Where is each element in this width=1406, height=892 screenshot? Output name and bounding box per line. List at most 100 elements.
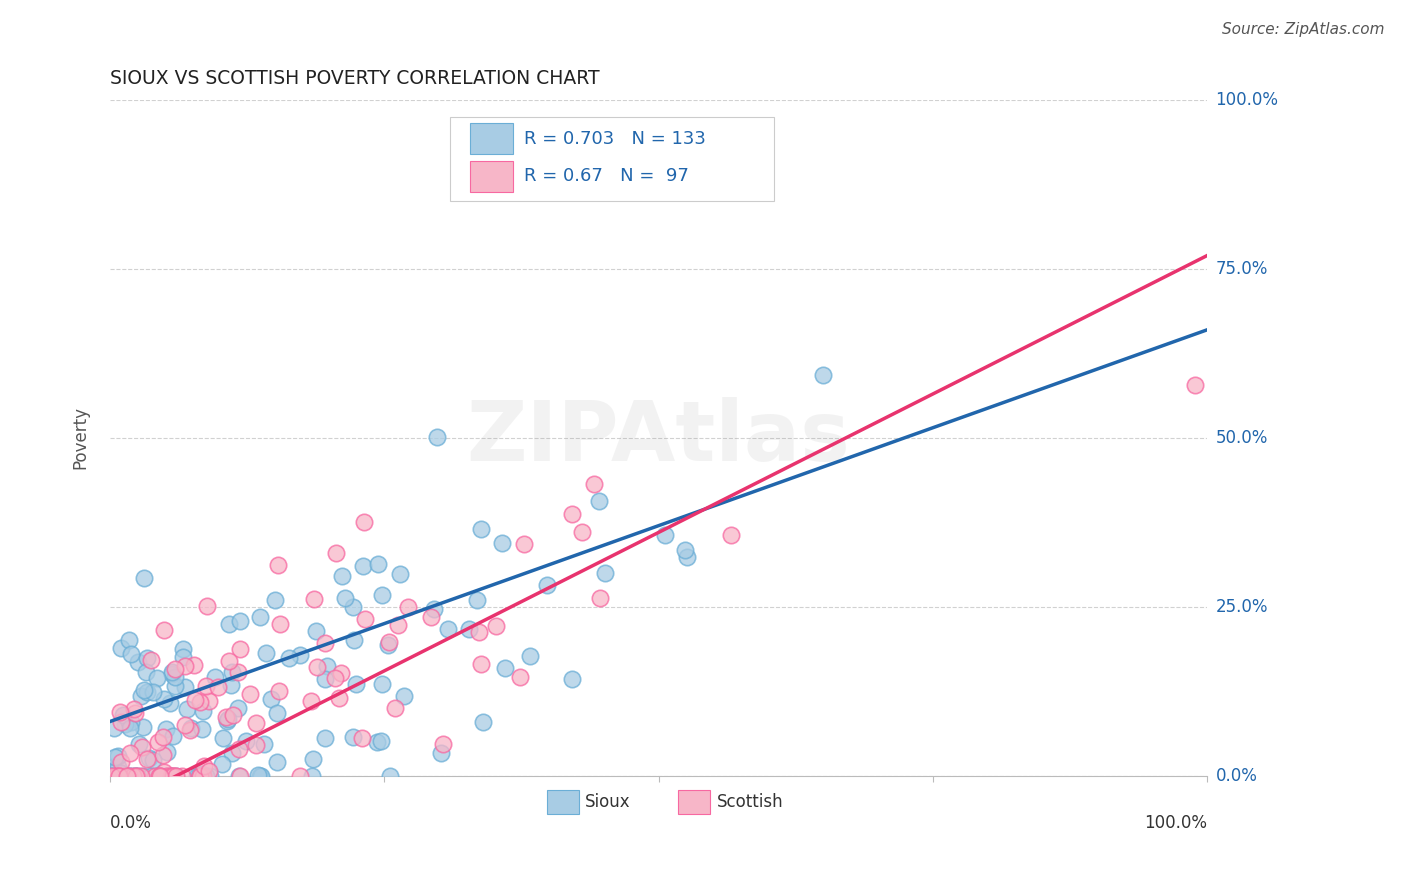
Point (128, 738, 150, 752)
Point (299, 694, 322, 708)
Point (112, 768, 135, 782)
Point (675, 550, 697, 565)
Point (156, 745, 179, 759)
Point (156, 768, 179, 782)
Point (173, 659, 195, 673)
Point (163, 670, 186, 684)
Point (170, 768, 193, 782)
Point (371, 588, 394, 602)
Point (269, 684, 291, 698)
Point (120, 647, 142, 661)
Point (335, 591, 357, 606)
Point (193, 758, 215, 772)
Point (132, 720, 155, 734)
Point (396, 600, 419, 615)
Point (249, 768, 271, 782)
Point (179, 723, 201, 738)
Point (561, 673, 583, 687)
Point (160, 666, 183, 681)
Point (342, 632, 364, 647)
Point (239, 687, 262, 701)
Point (215, 709, 238, 723)
Point (165, 662, 187, 676)
Point (367, 557, 389, 571)
Point (148, 768, 170, 782)
Point (107, 768, 129, 782)
Point (588, 493, 610, 508)
Point (471, 715, 494, 730)
Point (221, 746, 243, 760)
Point (115, 768, 138, 782)
Point (1184, 377, 1206, 392)
Point (159, 768, 181, 782)
Point (114, 717, 136, 731)
Point (110, 714, 132, 729)
Point (152, 731, 174, 745)
Point (108, 768, 131, 782)
Point (323, 672, 346, 686)
Point (371, 677, 394, 691)
Point (122, 768, 145, 782)
Point (118, 768, 141, 782)
Point (120, 721, 142, 735)
Point (228, 742, 250, 756)
Point (190, 767, 212, 781)
Point (141, 768, 163, 782)
Point (204, 670, 226, 684)
Point (589, 591, 612, 606)
Point (595, 566, 617, 581)
Point (314, 636, 336, 650)
Point (124, 768, 146, 782)
Point (101, 768, 124, 782)
Point (125, 768, 148, 782)
Point (143, 768, 166, 782)
Point (156, 768, 179, 782)
Point (148, 768, 170, 782)
Point (561, 507, 583, 521)
Point (129, 689, 152, 703)
Point (118, 633, 141, 648)
Point (111, 768, 134, 782)
Point (121, 714, 143, 729)
Point (153, 623, 176, 637)
Point (131, 739, 153, 754)
Point (118, 768, 141, 782)
Text: Source: ZipAtlas.com: Source: ZipAtlas.com (1222, 22, 1385, 37)
Point (305, 660, 328, 674)
Point (254, 646, 277, 660)
Point (129, 768, 152, 782)
Point (513, 537, 536, 551)
Point (200, 768, 222, 782)
Point (218, 654, 240, 668)
Point (172, 641, 194, 656)
Point (266, 755, 288, 769)
Text: Scottish: Scottish (717, 793, 783, 811)
Text: R = 0.67   N =  97: R = 0.67 N = 97 (523, 167, 689, 186)
Point (260, 692, 283, 706)
Point (174, 718, 197, 732)
Point (107, 768, 129, 782)
Point (108, 705, 131, 719)
Point (142, 753, 165, 767)
Point (266, 706, 288, 720)
Text: 100.0%: 100.0% (1144, 814, 1208, 832)
Text: SIOUX VS SCOTTISH POVERTY CORRELATION CHART: SIOUX VS SCOTTISH POVERTY CORRELATION CH… (110, 69, 600, 87)
Point (108, 768, 131, 782)
Point (264, 593, 287, 607)
Text: ZIPAtlas: ZIPAtlas (467, 397, 851, 478)
Point (162, 768, 184, 782)
Point (165, 768, 187, 782)
Point (813, 368, 835, 383)
Point (485, 619, 508, 633)
Point (387, 618, 409, 632)
Point (108, 765, 131, 780)
Point (135, 665, 157, 680)
Point (188, 768, 211, 782)
Point (350, 731, 373, 745)
Text: R = 0.703   N = 133: R = 0.703 N = 133 (523, 130, 706, 148)
Point (221, 665, 243, 679)
Point (288, 648, 311, 662)
Text: 25.0%: 25.0% (1216, 598, 1268, 615)
Point (218, 616, 240, 631)
Point (155, 723, 177, 737)
